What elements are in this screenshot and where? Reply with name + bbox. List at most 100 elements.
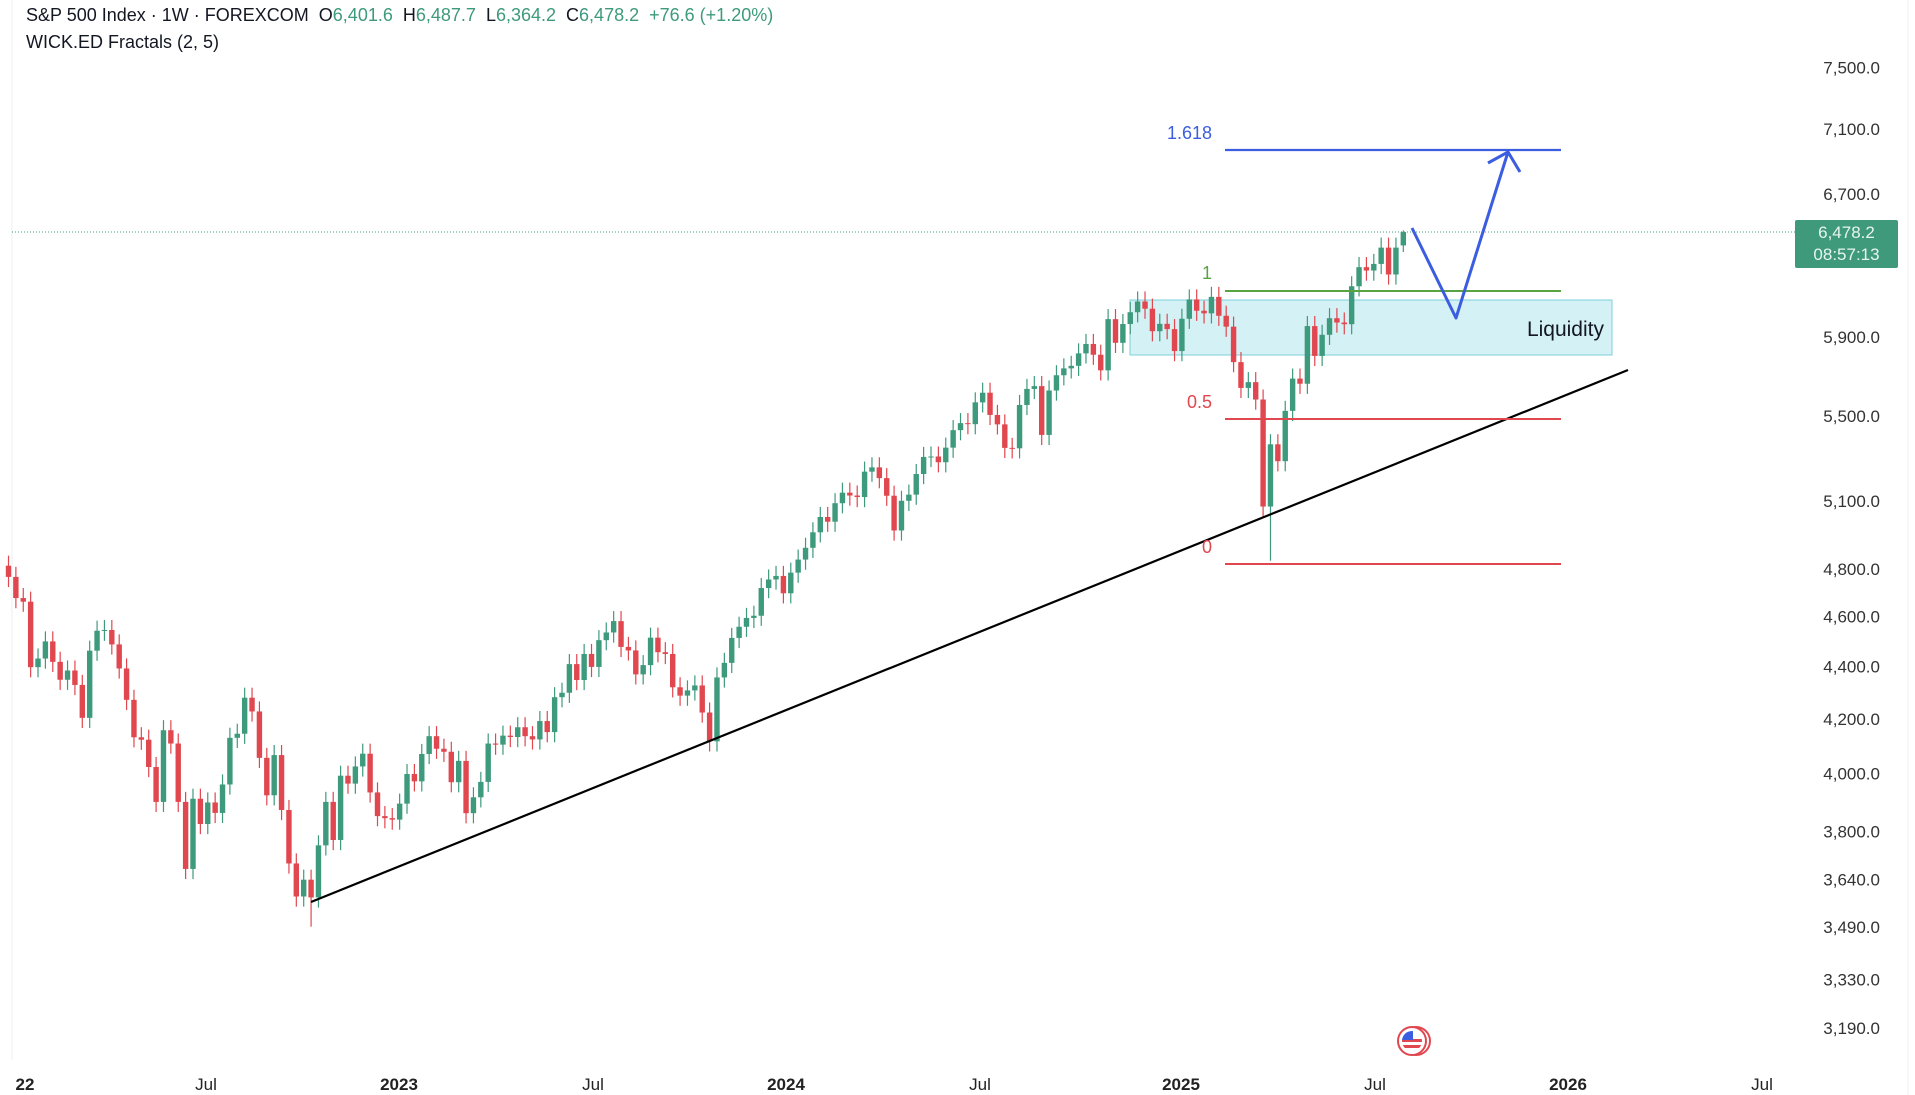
- candle-body: [337, 775, 344, 840]
- candle: [1112, 309, 1119, 353]
- candle-body: [1112, 319, 1119, 343]
- candle: [765, 569, 772, 599]
- candle-body: [788, 572, 794, 594]
- fib-label-0: 0: [1202, 537, 1212, 557]
- candle-body: [101, 629, 108, 631]
- candle-body: [699, 685, 705, 713]
- projection-path[interactable]: [1410, 151, 1510, 320]
- candle-body: [286, 809, 292, 864]
- symbol-legend[interactable]: S&P 500 Index · 1W · FOREXCOM O6,401.6 H…: [26, 5, 773, 26]
- candle: [345, 765, 351, 794]
- candle: [1334, 308, 1340, 333]
- candle-body: [1127, 312, 1133, 325]
- candle: [1061, 358, 1067, 386]
- trendline[interactable]: [310, 368, 1629, 904]
- candle-body: [551, 697, 558, 733]
- candle-body: [1297, 378, 1303, 384]
- candle: [928, 446, 934, 468]
- candle-body: [854, 495, 860, 498]
- candle-body: [574, 664, 580, 681]
- candle: [832, 493, 838, 532]
- indicator-legend[interactable]: WICK.ED Fractals (2, 5): [26, 32, 220, 52]
- candle-body: [404, 774, 410, 804]
- candle-body: [544, 721, 550, 733]
- candle: [1120, 313, 1126, 353]
- candle: [1363, 257, 1370, 281]
- candle-body: [116, 644, 122, 669]
- candle: [1400, 230, 1407, 252]
- candle: [847, 482, 853, 506]
- candle-body: [374, 792, 381, 817]
- price-tick-label: 4,200.0: [1823, 710, 1880, 729]
- candle-body: [182, 801, 189, 869]
- candle: [640, 655, 646, 685]
- us-flag-event-icon[interactable]: [1397, 1026, 1431, 1056]
- candle-body: [780, 575, 787, 594]
- candle-body: [1179, 318, 1185, 352]
- candle: [293, 853, 300, 907]
- candle: [965, 413, 971, 435]
- candle: [72, 660, 78, 696]
- candle-body: [433, 736, 440, 749]
- high-label: H: [402, 5, 416, 25]
- candle-body: [197, 798, 204, 825]
- candle-body: [1083, 343, 1089, 354]
- candle: [788, 562, 794, 604]
- candle-body: [987, 392, 993, 415]
- candle: [234, 723, 240, 748]
- time-tick-label: Jul: [1364, 1075, 1386, 1094]
- candle: [987, 382, 993, 426]
- candle: [721, 652, 728, 688]
- candle-body: [647, 637, 654, 666]
- candle-body: [972, 402, 978, 425]
- fib-label-05: 0.5: [1187, 392, 1212, 412]
- candle-body: [706, 712, 713, 742]
- candle: [1297, 368, 1303, 394]
- time-axis[interactable]: 22 Jul 2023 Jul 2024 Jul 2025 Jul 2026 Jul: [16, 1075, 1773, 1094]
- candle: [884, 468, 890, 506]
- candle: [109, 619, 115, 655]
- candle: [197, 788, 204, 835]
- candle-body: [35, 658, 41, 668]
- candle-body: [315, 845, 322, 898]
- candle-body: [588, 653, 595, 667]
- candle: [35, 648, 41, 678]
- candle: [758, 577, 764, 626]
- candle-body: [1039, 386, 1045, 435]
- candle: [382, 806, 388, 829]
- price-axis[interactable]: 7,500.0 7,100.0 6,700.0 5,900.0 5,500.0 5,100…: [1823, 59, 1880, 1038]
- candle: [360, 743, 366, 777]
- candle: [160, 720, 167, 813]
- candle: [1275, 434, 1281, 472]
- candle: [463, 750, 469, 824]
- candle-body: [190, 798, 196, 869]
- candle: [1164, 313, 1170, 340]
- candle: [219, 774, 226, 824]
- candle-body: [950, 430, 956, 448]
- candle-body: [448, 751, 454, 783]
- candle: [1009, 437, 1015, 459]
- candle-body: [957, 423, 964, 431]
- candle-body: [13, 576, 19, 599]
- candle: [729, 627, 735, 673]
- candle-body: [367, 753, 373, 793]
- candle-body: [640, 665, 646, 675]
- close-value: 6,478.2: [579, 5, 640, 25]
- candle: [301, 869, 307, 907]
- candle: [455, 750, 462, 793]
- candle: [1348, 276, 1355, 335]
- candle-body: [1024, 388, 1030, 405]
- candle: [935, 446, 942, 473]
- candle-body: [264, 757, 270, 796]
- low-label: L: [485, 5, 496, 25]
- candle-body: [271, 755, 277, 796]
- candle-body: [278, 755, 285, 810]
- candle: [271, 745, 277, 806]
- candle: [389, 808, 395, 830]
- candle-body: [205, 802, 211, 825]
- candle: [1002, 414, 1008, 459]
- candle-body: [596, 640, 602, 667]
- open-value: 6,401.6: [332, 5, 393, 25]
- candle: [146, 729, 152, 778]
